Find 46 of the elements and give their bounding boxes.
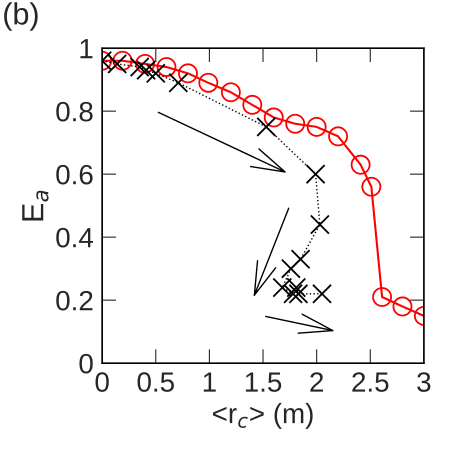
point [130,57,150,77]
x-tick-label: 0.5 [138,372,174,392]
point [146,63,166,84]
point [286,278,306,298]
x-tick-label: 2 [310,372,323,392]
point [156,57,176,77]
point [272,278,292,298]
point [290,249,310,270]
point [112,50,132,71]
point [350,154,371,175]
point [372,287,392,307]
point [198,72,218,93]
point [306,116,327,137]
point [264,108,284,128]
point [285,114,306,134]
x-tick-label: 3 [417,372,430,392]
y-tick-label: 0 [79,354,93,374]
point [306,164,326,184]
point [168,72,188,93]
point [280,258,301,279]
point [312,284,332,304]
point [288,284,308,304]
point [361,176,382,197]
point [107,54,128,74]
point [220,82,241,102]
y-axis-title: E$_{a}$ [22,190,49,221]
x-tick-label: 1 [204,372,216,392]
y-tick-label: 0.8 [56,102,93,122]
point [136,60,156,80]
point [178,63,198,84]
point [256,116,276,137]
point [135,54,155,74]
x-tick-label: 0 [96,372,109,392]
point [310,214,330,234]
y-tick-label: 0.4 [56,228,94,248]
point [242,94,262,115]
y-tick-label: 0.2 [56,290,92,310]
point [328,126,348,146]
chart-title: (b) [4,2,38,31]
x-tick-label: 2.5 [352,372,388,392]
y-tick-label: 0.6 [56,164,93,184]
point [283,284,303,304]
x-tick-label: 1.5 [246,372,282,392]
x-axis-title: <r$_{c}$> (m) [213,402,313,429]
point [392,296,412,316]
y-tick-label: 1 [80,39,92,58]
